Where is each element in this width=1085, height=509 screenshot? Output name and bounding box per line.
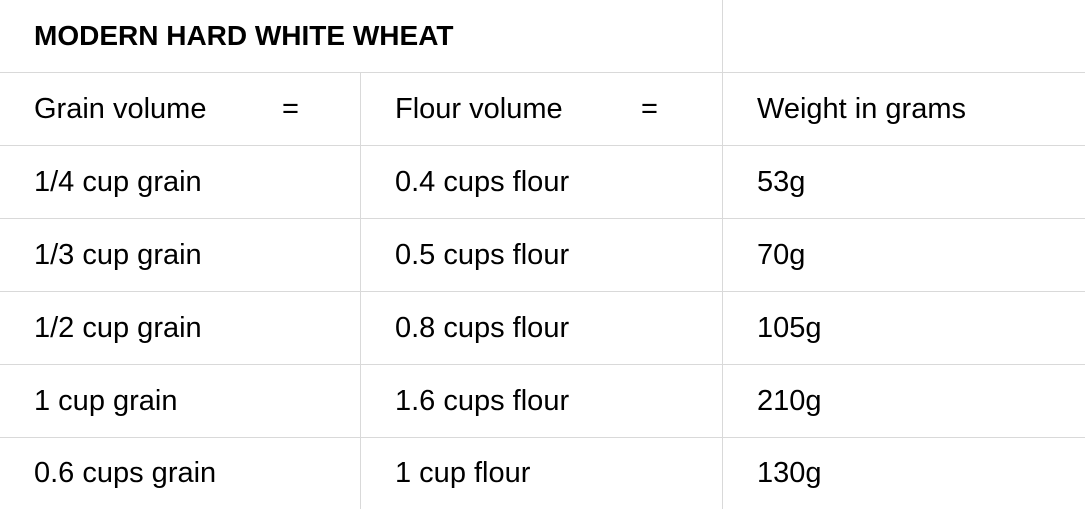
flour-cell: 1.6 cups flour xyxy=(361,365,723,437)
weight-cell: 70g xyxy=(757,238,806,271)
equals-sign: = xyxy=(641,92,658,125)
table-title: MODERN HARD WHITE WHEAT xyxy=(0,0,723,72)
weight-cell: 53g xyxy=(757,165,806,198)
header-weight-cell: Weight in grams xyxy=(723,73,1085,145)
grain-cell: 1/2 cup grain xyxy=(0,292,361,364)
header-grain-label: Grain volume xyxy=(34,92,207,125)
grain-cell: 1/4 cup grain xyxy=(0,146,361,218)
header-flour-label: Flour volume xyxy=(395,92,563,125)
flour-cell: 0.8 cups flour xyxy=(361,292,723,364)
grain-cell: 1/3 cup grain xyxy=(0,219,361,291)
weight-cell: 130g xyxy=(757,457,822,489)
flour-cell: 0.5 cups flour xyxy=(361,219,723,291)
table-row: 1/3 cup grain 0.5 cups flour 70g xyxy=(0,219,1085,292)
grain-cell: 0.6 cups grain xyxy=(0,438,361,509)
header-weight-label: Weight in grams xyxy=(757,92,966,125)
flour-cell: 1 cup flour xyxy=(361,438,723,509)
equals-sign: = xyxy=(282,92,299,125)
weight-cell: 105g xyxy=(757,311,822,344)
header-flour-cell: Flour volume = xyxy=(361,73,723,145)
flour-cell: 0.4 cups flour xyxy=(361,146,723,218)
table-row: 1/4 cup grain 0.4 cups flour 53g xyxy=(0,146,1085,219)
grain-cell: 1 cup grain xyxy=(0,365,361,437)
table-row: 1 cup grain 1.6 cups flour 210g xyxy=(0,365,1085,438)
table-row: 0.6 cups grain 1 cup flour 130g xyxy=(0,438,1085,509)
table-row: 1/2 cup grain 0.8 cups flour 105g xyxy=(0,292,1085,365)
weight-cell: 210g xyxy=(757,384,822,417)
header-grain-cell: Grain volume = xyxy=(0,73,361,145)
title-row: MODERN HARD WHITE WHEAT xyxy=(0,0,1085,73)
header-row: Grain volume = Flour volume = Weight in … xyxy=(0,73,1085,146)
title-empty-cell xyxy=(723,0,1085,72)
